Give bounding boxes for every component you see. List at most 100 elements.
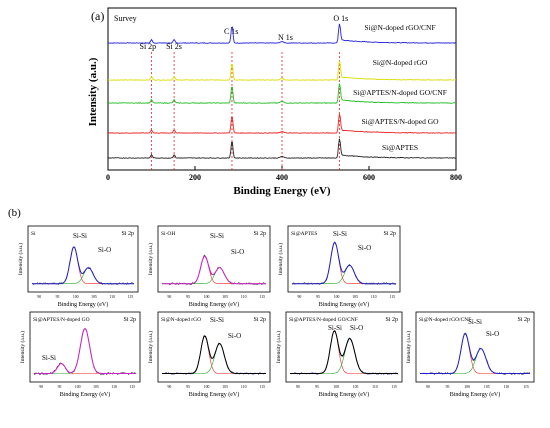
subplot-frame <box>287 225 401 293</box>
subplot-xlabel: Binding Energy (eV) <box>319 301 370 308</box>
subplot-ylabel: Intensity (a.u.) <box>405 331 412 363</box>
survey-legend-label: Si@N-doped rGO/CNF <box>364 23 435 32</box>
subplot-peak-fit-2 <box>34 328 136 374</box>
si2p-subplot: Si@APTES/N-doped GO/CNF Si 2p Intensity (a… <box>275 311 403 398</box>
subplot-x-tick-label: 100 <box>75 385 81 389</box>
survey-legend-label: Si@APTES/N-doped GO <box>361 117 439 126</box>
panel-a-label: (a) <box>91 9 104 23</box>
subplot-x-tick-label: 95 <box>316 295 320 299</box>
subplot-x-tick-label: 100 <box>73 295 79 299</box>
subplot-title: Si@APTES/N-doped GO/CNF <box>289 317 358 323</box>
subplot-x-tick-label: 115 <box>523 385 529 389</box>
subplot-title: Si@APTES/N-doped GO <box>33 317 90 323</box>
subplot-peak-label: Si-Si <box>210 316 224 324</box>
subplot-x-tick-label: 115 <box>128 295 134 299</box>
subplot-x-tick-label: 110 <box>241 385 247 389</box>
subplot-x-tick-label: 95 <box>186 295 190 299</box>
subplot-peak-label: Si-Si <box>42 354 56 362</box>
subplot-x-tick-label: 105 <box>91 295 97 299</box>
subplot-x-tick-label: 115 <box>260 295 266 299</box>
subplot-envelope <box>32 246 134 285</box>
subplot-core-level: Si 2p <box>385 317 398 323</box>
subplot-ylabel: Intensity (a.u.) <box>147 243 154 275</box>
subplot-x-tick-label: 115 <box>130 385 136 389</box>
subplot-x-tick-label: 100 <box>334 295 340 299</box>
subplot-core-level: Si 2p <box>121 231 134 237</box>
subplot-envelope <box>162 255 266 285</box>
si2p-subplot: Si@APTES Si 2p Intensity (a.u.) Binding Ene… <box>277 225 401 308</box>
survey-panel: (a) Survey Intensity (a.u.) Binding Ener… <box>87 7 462 197</box>
survey-series-line <box>108 23 457 44</box>
subplot-peak-fit-2 <box>420 348 530 374</box>
subplot-x-tick-label: 90 <box>39 385 43 389</box>
si2p-panels: Si Si 2p Intensity (a.u.) Binding Energy (e… <box>17 225 535 398</box>
survey-legend-label: Si@APTES/N-doped GO/CNF <box>353 88 447 97</box>
subplot-peak-fit-2 <box>290 338 398 374</box>
subplot-peak-label: Si-O <box>98 246 111 254</box>
subplot-peak-fit-2 <box>162 267 266 284</box>
subplot-x-tick-label: 90 <box>37 295 41 299</box>
subplot-x-tick-label: 95 <box>186 385 190 389</box>
subplot-xlabel: Binding Energy (eV) <box>450 391 501 398</box>
subplot-peak-fit-1 <box>32 246 134 284</box>
subplot-core-level: Si 2p <box>123 317 136 323</box>
subplot-frame <box>29 311 141 383</box>
subplot-x-tick-label: 95 <box>315 385 319 389</box>
subplot-peak-fit-2 <box>162 343 266 374</box>
subplot-title: Si@APTES <box>291 231 317 237</box>
subplot-ylabel: Intensity (a.u.) <box>275 331 282 363</box>
subplot-peak-label: Si-O <box>231 248 244 256</box>
subplot-envelope <box>292 241 396 285</box>
survey-legend-label: Si@APTES <box>382 143 418 152</box>
survey-xlabel: Binding Energy (eV) <box>233 185 331 197</box>
subplot-frame <box>157 311 271 383</box>
subplot-peak-label: Si-Si <box>328 324 342 332</box>
subplot-xlabel: Binding Energy (eV) <box>189 301 240 308</box>
subplot-core-level: Si 2p <box>517 317 530 323</box>
subplot-xlabel: Binding Energy (eV) <box>319 391 370 398</box>
subplot-frame <box>285 311 403 383</box>
subplot-xlabel: Binding Energy (eV) <box>189 391 240 398</box>
subplot-x-tick-label: 90 <box>168 385 172 389</box>
survey-ref-label: Si 2s <box>166 42 182 51</box>
subplot-x-tick-label: 90 <box>296 385 300 389</box>
survey-series-line <box>107 83 457 104</box>
si2p-subplot: Si@N-doped rGO/CNF Si 2p Intensity (a.u.) B… <box>405 311 535 398</box>
subplot-x-tick-label: 105 <box>352 295 358 299</box>
subplot-envelope <box>34 327 136 374</box>
subplot-x-tick-label: 105 <box>93 385 99 389</box>
subplot-peak-fit-1 <box>420 333 530 374</box>
subplot-ylabel: Intensity (a.u.) <box>147 331 154 363</box>
subplot-peak-label: Si-O <box>228 332 241 340</box>
subplot-raw-spectrum <box>419 333 531 375</box>
subplot-frame <box>157 225 271 293</box>
subplot-peak-label: Si-O <box>486 330 499 338</box>
subplot-peak-label: Si-Si <box>73 232 87 240</box>
si2p-subplot: Si@N-doped rGO Si 2p Intensity (a.u.) Bindi… <box>147 311 271 398</box>
subplot-x-tick-label: 100 <box>464 385 470 389</box>
si2p-subplot: Si@APTES/N-doped GO Si 2p Intensity (a.u.)… <box>19 311 141 398</box>
survey-x-tick-label: 600 <box>363 173 375 182</box>
survey-ref-label: O 1s <box>333 14 348 23</box>
subplot-x-tick-label: 100 <box>204 295 210 299</box>
subplot-title: Si <box>31 231 36 237</box>
subplot-peak-label: Si-Si <box>468 318 482 326</box>
subplot-frame <box>415 311 535 383</box>
subplot-raw-spectrum <box>291 242 397 286</box>
subplot-x-tick-label: 105 <box>222 385 228 389</box>
subplot-peak-fit-1 <box>162 255 266 284</box>
si2p-subplot: Si-OH Si 2p Intensity (a.u.) Binding Energy… <box>147 225 271 308</box>
subplot-x-tick-label: 95 <box>446 385 450 389</box>
survey-ref-label: N 1s <box>278 33 293 42</box>
survey-title: Survey <box>114 14 137 23</box>
subplot-core-level: Si 2p <box>253 317 266 323</box>
survey-x-tick-label: 800 <box>450 173 462 182</box>
subplot-x-tick-label: 110 <box>371 295 377 299</box>
subplot-title: Si@N-doped rGO/CNF <box>419 317 471 323</box>
subplot-envelope <box>290 329 398 374</box>
subplot-x-tick-label: 95 <box>56 295 60 299</box>
survey-x-tick-label: 400 <box>276 173 288 182</box>
subplot-x-tick-label: 115 <box>391 385 397 389</box>
subplot-envelope <box>420 332 530 374</box>
survey-series-line <box>107 113 457 134</box>
